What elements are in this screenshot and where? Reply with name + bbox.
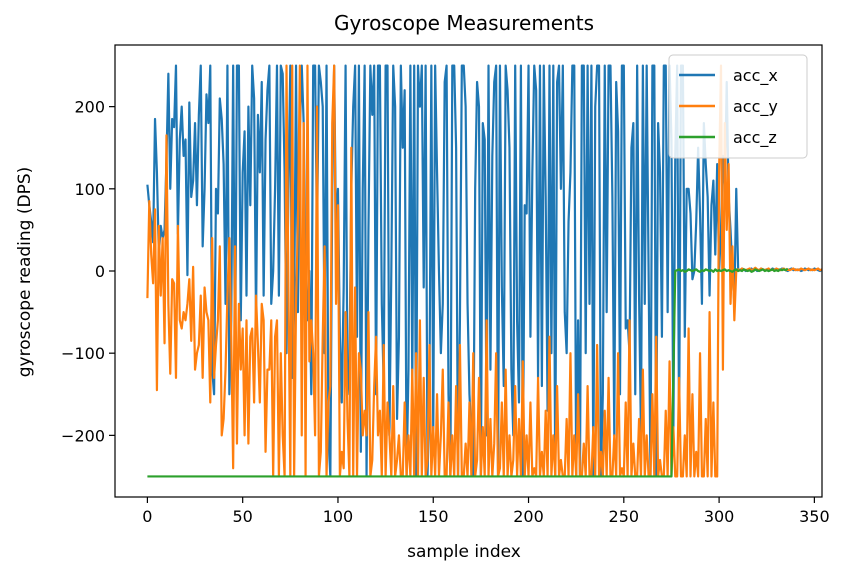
x-axis-label: sample index [407,542,521,562]
series-layer [146,64,822,478]
x-tick-label: 100 [323,507,354,526]
y-axis-ticks: −200 −100 0 100 200 [61,98,115,445]
x-tick-label: 150 [418,507,449,526]
y-tick-label: 100 [74,180,105,199]
legend-label: acc_y [733,97,778,117]
x-tick-label: 350 [799,507,830,526]
x-tick-label: 250 [609,507,640,526]
x-axis-ticks: 0 50 100 150 200 250 300 350 [142,497,830,526]
y-axis-label: gyroscope reading (DPS) [15,167,35,378]
series-line-acc-z [147,267,789,478]
legend-label: acc_x [733,66,778,86]
y-tick-label: −200 [61,426,105,445]
legend: acc_x acc_y acc_z [668,54,808,159]
x-tick-label: 50 [232,507,252,526]
x-tick-label: 200 [513,507,544,526]
y-tick-label: −100 [61,344,105,363]
x-tick-label: 0 [142,507,152,526]
y-tick-label: 0 [95,262,105,281]
y-tick-label: 200 [74,98,105,117]
chart-title: Gyroscope Measurements [334,11,594,35]
x-tick-label: 300 [704,507,735,526]
legend-label: acc_z [733,128,777,148]
legend-box [668,54,808,159]
